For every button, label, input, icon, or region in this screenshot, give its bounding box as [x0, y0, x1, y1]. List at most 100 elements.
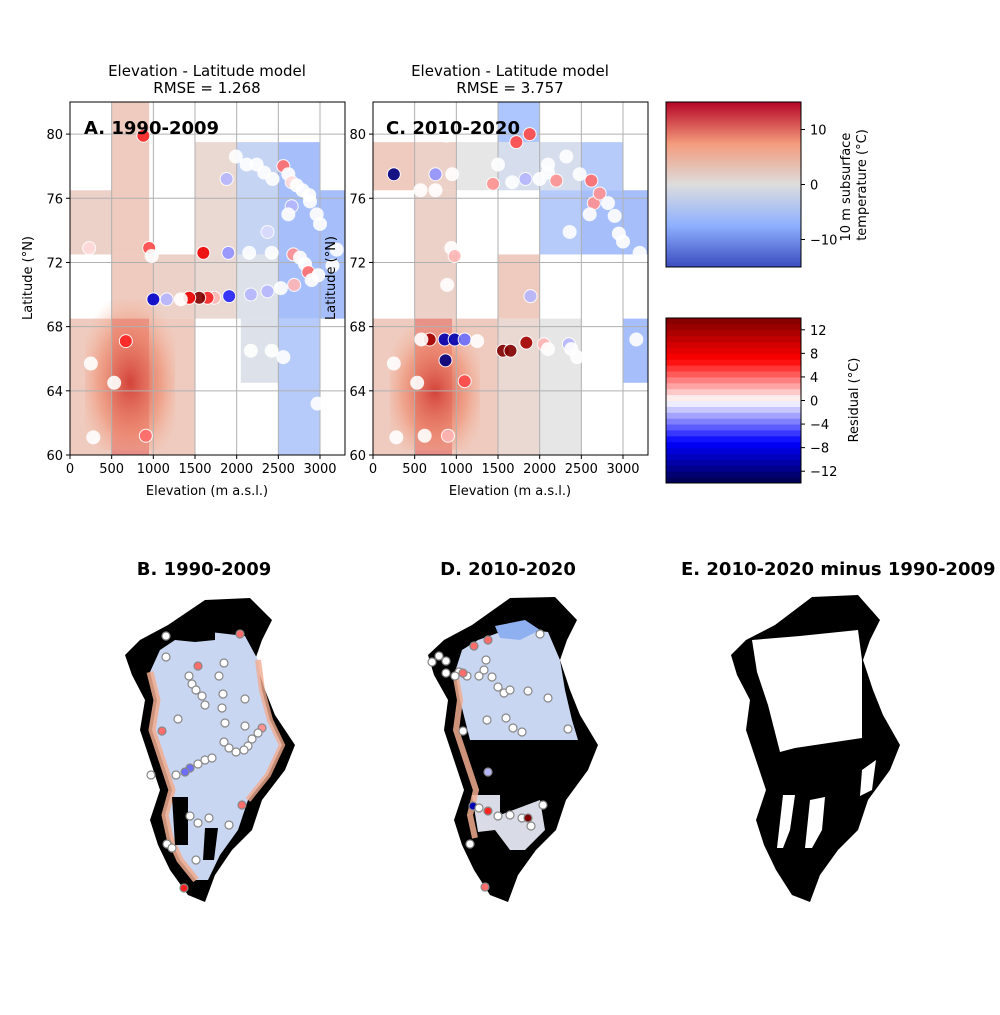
- y-tick-label: 72: [349, 256, 366, 271]
- residual-band: [666, 459, 801, 466]
- map-site-marker: [458, 726, 468, 736]
- map-site-marker: [239, 745, 249, 755]
- observation-point: [439, 128, 454, 143]
- temperature-tick-label: 0: [810, 179, 818, 194]
- y-tick-label: 64: [349, 385, 366, 400]
- map-site-marker: [237, 800, 247, 810]
- residual-band: [666, 376, 801, 384]
- map-site-marker: [218, 689, 228, 699]
- map-site-marker: [207, 753, 217, 763]
- observation-point: [221, 245, 236, 260]
- observation-point: [159, 292, 174, 307]
- map-b-warm-margin-east: [245, 659, 286, 802]
- map-b: [125, 598, 295, 902]
- map-e-white-mid: [860, 760, 876, 796]
- y-tick-label: 72: [46, 256, 63, 271]
- map-site-marker: [538, 800, 548, 810]
- observation-point: [281, 207, 296, 222]
- residual-tick-label: 4: [810, 371, 818, 386]
- y-tick-label: 80: [46, 128, 63, 143]
- map-site-marker: [487, 672, 497, 682]
- map-site-marker: [481, 655, 491, 665]
- map-site-marker: [161, 631, 171, 641]
- observation-point: [222, 289, 237, 304]
- observation-point: [414, 332, 429, 347]
- observation-point: [264, 343, 279, 358]
- map-site-marker: [483, 806, 493, 816]
- residual-tick-label: −4: [810, 418, 829, 433]
- residual-band: [666, 441, 801, 449]
- model-cell: [278, 318, 320, 455]
- temperature-tick-label: −10: [810, 234, 837, 249]
- temperature-colorbar-ticks: 10 0 −10: [801, 124, 837, 249]
- observation-point: [584, 173, 599, 188]
- residual-band: [666, 424, 801, 431]
- map-site-marker: [469, 641, 479, 651]
- map-site-marker: [197, 691, 207, 701]
- x-tick-label: 1500: [481, 462, 514, 477]
- observation-point: [491, 157, 505, 172]
- map-site-marker: [231, 747, 241, 757]
- observation-point: [601, 196, 615, 211]
- map-site-marker: [474, 671, 484, 681]
- panel-a-subtitle: RMSE = 1.268: [153, 79, 260, 97]
- observation-point: [329, 242, 344, 257]
- map-site-marker: [517, 727, 527, 737]
- observation-point: [428, 183, 443, 198]
- map-site-marker: [523, 813, 533, 823]
- panel-a-ticks: 0 500 1000 1500 2000 2500 3000 60 64 68 72 76 80: [46, 128, 336, 477]
- map-site-marker: [465, 839, 475, 849]
- map-d-blue-north: [495, 620, 540, 640]
- map-site-marker: [193, 759, 203, 769]
- residual-colorbar: 12 8 4 0 −4 −8 −12 Residual (°C): [665, 317, 862, 484]
- panel-d-title: D. 2010-2020: [440, 559, 576, 580]
- observation-point: [82, 241, 97, 256]
- observation-point: [118, 334, 133, 349]
- map-site-marker: [220, 718, 230, 728]
- observation-point: [441, 428, 455, 443]
- x-tick-label: 500: [99, 462, 124, 477]
- x-tick-label: 2000: [523, 462, 556, 477]
- panel-a: Elevation - Latitude model RMSE = 1.268 …: [21, 62, 346, 499]
- observation-point: [107, 375, 122, 390]
- model-cell: [111, 102, 150, 255]
- map-site-marker: [253, 728, 263, 738]
- panel-a-title: Elevation - Latitude model: [108, 62, 306, 80]
- residual-tick-label: −8: [810, 442, 829, 457]
- observation-point: [607, 208, 622, 223]
- observation-point: [86, 430, 101, 445]
- observation-point: [136, 128, 151, 143]
- map-site-marker: [483, 635, 493, 645]
- observation-point: [265, 172, 280, 187]
- observation-point: [146, 292, 161, 307]
- map-site-marker: [157, 726, 167, 736]
- map-site-marker: [146, 770, 156, 780]
- map-site-marker: [204, 813, 214, 823]
- observation-point: [438, 353, 453, 368]
- map-site-marker: [427, 657, 437, 667]
- map-site-marker: [240, 694, 250, 704]
- map-site-marker: [441, 656, 451, 666]
- residual-band: [666, 388, 801, 396]
- panel-c-title: Elevation - Latitude model: [411, 62, 609, 80]
- map-site-marker: [191, 855, 201, 865]
- map-d-warm-margin: [452, 671, 480, 839]
- map-site-marker: [482, 715, 492, 725]
- observation-point: [413, 183, 428, 198]
- y-tick-label: 60: [349, 449, 366, 464]
- residual-band: [666, 453, 801, 460]
- observation-point: [518, 172, 533, 187]
- residual-tick-label: −12: [810, 465, 837, 480]
- map-site-marker: [173, 714, 183, 724]
- map-e-white-north: [752, 630, 862, 752]
- residual-tick-label: 8: [810, 347, 818, 362]
- residual-band: [666, 400, 801, 407]
- map-site-marker: [193, 818, 203, 828]
- map-d-sites: [427, 629, 573, 892]
- observation-point: [287, 277, 302, 292]
- model-cell: [498, 254, 540, 319]
- observation-point: [264, 245, 279, 260]
- panel-e-title: E. 2010-2020 minus 1990-2009: [681, 559, 996, 580]
- model-cell: [195, 254, 237, 319]
- observation-point: [559, 149, 574, 164]
